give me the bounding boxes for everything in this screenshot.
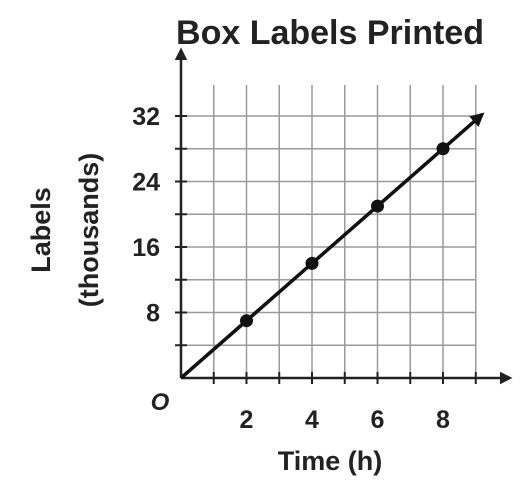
x-tick-label: 8: [436, 406, 450, 434]
series-line: [179, 112, 485, 380]
data-point: [371, 199, 384, 213]
x-tick-label: 6: [371, 406, 385, 434]
y-tick-label: 32: [132, 103, 160, 131]
origin-label: O: [151, 389, 170, 416]
data-point: [240, 314, 253, 328]
x-tick-label: 4: [305, 406, 319, 434]
y-tick-label: 16: [132, 234, 160, 262]
data-point: [436, 142, 450, 156]
y-axis-label-line-2: (thousands): [74, 153, 104, 308]
grid: [181, 85, 477, 378]
data-point: [305, 256, 319, 270]
y-tick-label: 24: [132, 169, 160, 197]
x-axis-label: Time (h): [278, 446, 383, 476]
x-tick-label: 2: [240, 406, 254, 434]
chart-title: Box Labels Printed: [176, 14, 484, 52]
y-tick-label: 8: [146, 300, 160, 328]
tick-marks: [175, 115, 477, 384]
y-axis-label-line-1: Labels: [26, 187, 56, 273]
series: [179, 112, 485, 380]
y-axis-label: Labels (thousands): [26, 153, 104, 308]
